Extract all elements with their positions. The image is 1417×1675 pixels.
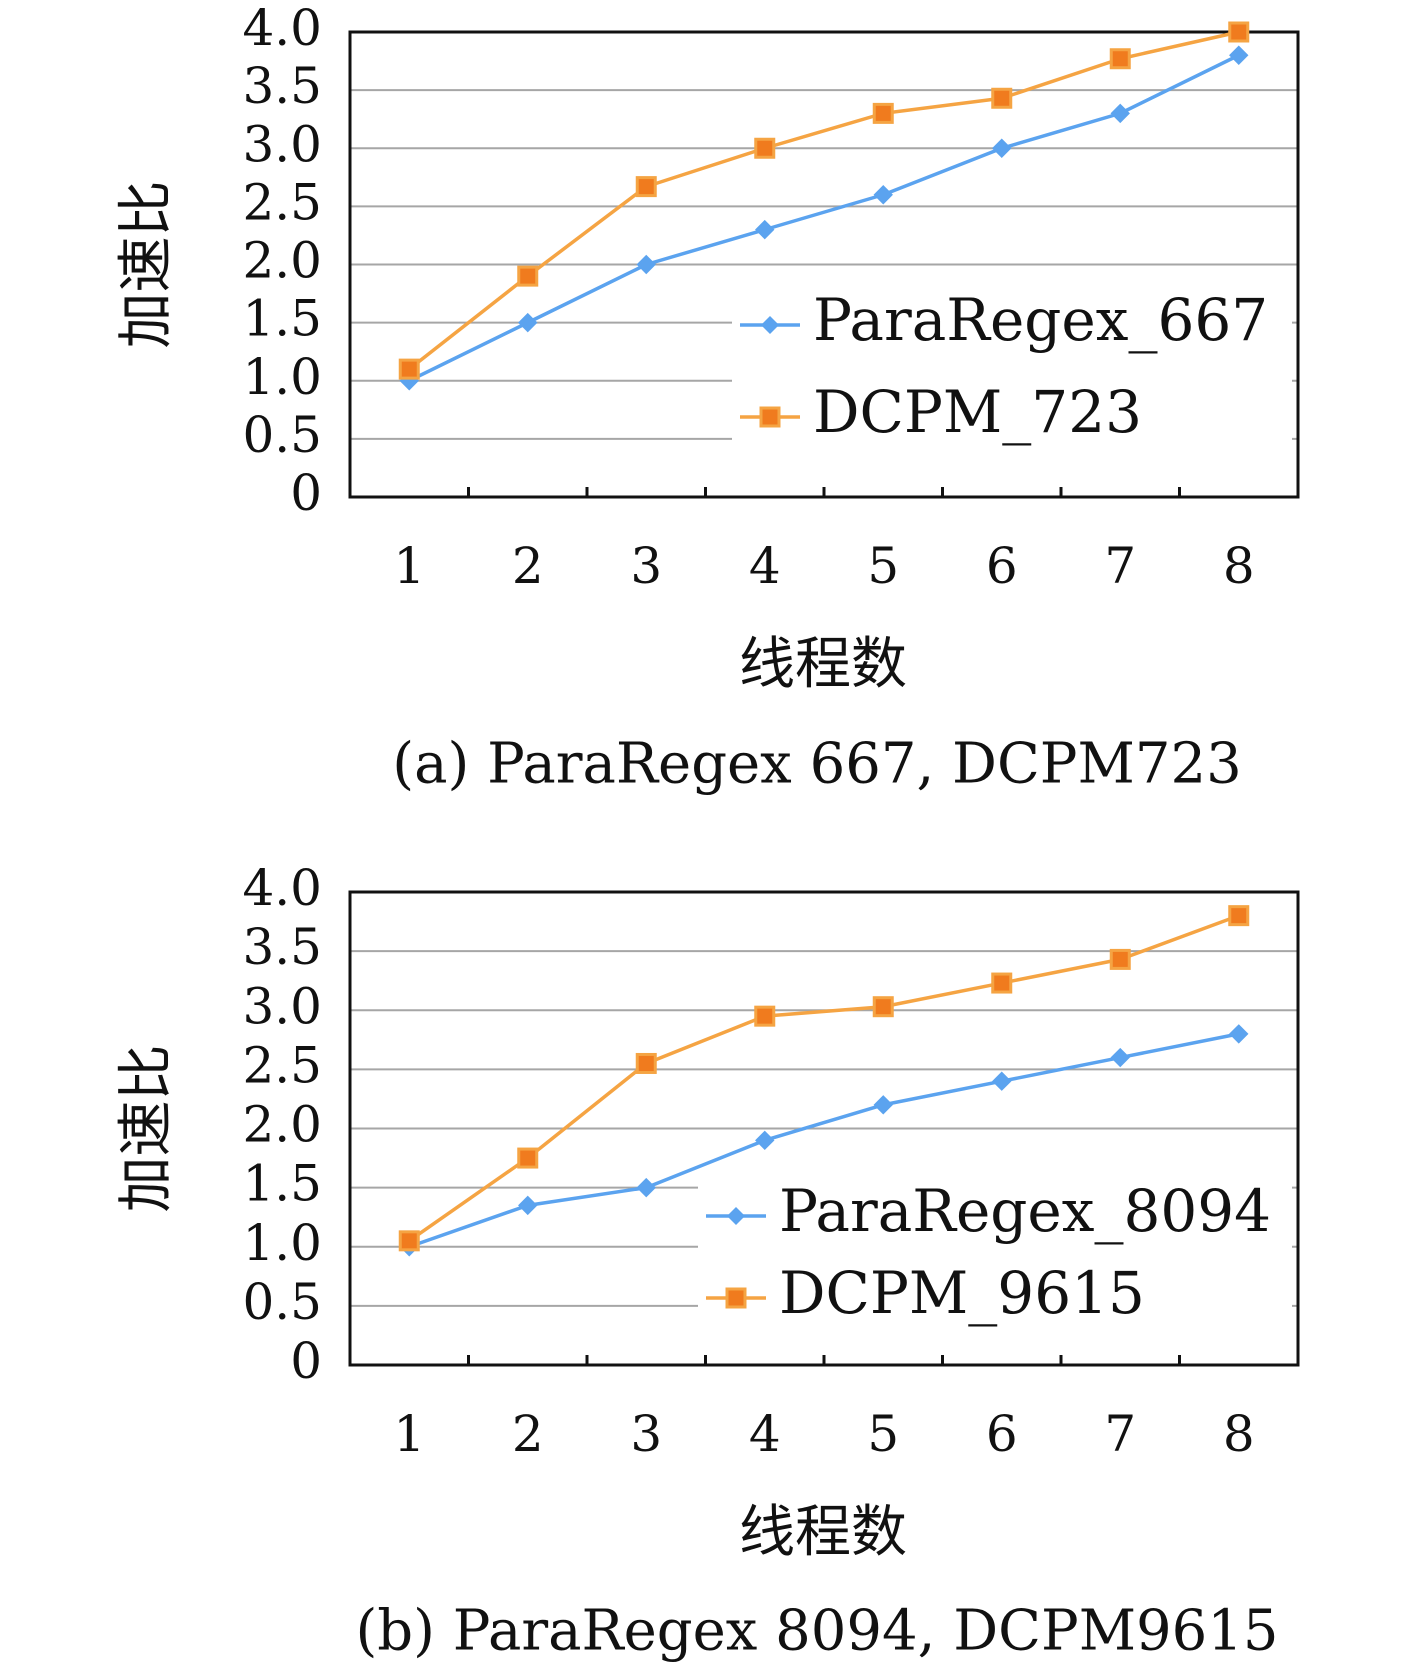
data-point <box>398 358 420 380</box>
y-axis-title: 加速比 <box>114 1045 179 1213</box>
series-line <box>408 1032 1240 1249</box>
y-tick-label: 0 <box>290 464 322 522</box>
y-tick-label: 4.0 <box>242 859 322 917</box>
data-point <box>517 265 539 287</box>
data-point <box>1229 1024 1249 1044</box>
data-point <box>1228 21 1250 43</box>
legend-item: ParaRegex_667 <box>740 286 1268 354</box>
figure-caption: (b) ParaRegex 8094, DCPM9615 <box>355 1599 1278 1664</box>
x-tick-label: 2 <box>512 1405 544 1463</box>
y-tick-label: 0.5 <box>242 1273 322 1331</box>
series-line <box>408 914 1240 1243</box>
data-point <box>1109 48 1131 70</box>
series-line <box>408 30 1240 371</box>
data-point <box>873 1095 893 1115</box>
y-tick-label: 1.0 <box>242 348 322 406</box>
data-point <box>1228 905 1250 927</box>
data-point <box>636 254 656 275</box>
data-point <box>1229 45 1249 65</box>
y-tick-label: 2.0 <box>242 1096 322 1154</box>
y-tick-label: 0.5 <box>242 406 322 464</box>
legend-item: DCPM_723 <box>740 378 1142 446</box>
data-point <box>635 176 657 198</box>
x-tick-label: 8 <box>1223 537 1255 595</box>
y-tick-label: 3.5 <box>242 57 322 115</box>
y-tick-label: 3.0 <box>242 977 322 1035</box>
data-point <box>398 1230 420 1252</box>
chart-b: 00.51.01.52.02.53.03.54.0 1 2 3 4 5 6 7 8 线程数 加速比 P… <box>114 859 1300 1664</box>
data-point <box>1109 948 1131 970</box>
data-point <box>873 185 893 205</box>
x-tick-label: 6 <box>986 537 1018 595</box>
y-tick-label: 3.5 <box>242 918 322 976</box>
legend-item: ParaRegex_8094 <box>706 1177 1271 1245</box>
x-tick-label: 7 <box>1104 537 1136 595</box>
y-tick-label: 1.5 <box>242 290 322 348</box>
legend-swatch-marker <box>725 1287 747 1309</box>
data-point <box>517 1147 539 1169</box>
x-tick-label: 3 <box>630 1405 662 1463</box>
legend-label: ParaRegex_8094 <box>779 1177 1271 1245</box>
y-tick-label: 3.0 <box>242 115 322 173</box>
legend-swatch-marker <box>759 406 781 428</box>
x-tick-label: 3 <box>630 537 662 595</box>
data-point <box>992 1071 1012 1091</box>
legend-swatch-marker <box>761 316 779 334</box>
y-tick-label: 2.0 <box>242 232 322 290</box>
legend-label: DCPM_723 <box>813 378 1142 446</box>
series-DCPM_723 <box>398 21 1250 380</box>
data-point <box>755 219 775 240</box>
y-tick-label: 4.0 <box>242 0 322 57</box>
x-axis-title: 线程数 <box>739 1500 907 1565</box>
x-tick-label: 4 <box>749 537 781 595</box>
y-tick-label: 1.0 <box>242 1214 322 1272</box>
data-point <box>991 972 1013 994</box>
legend-item: DCPM_9615 <box>706 1259 1145 1327</box>
legend-swatch-marker <box>727 1207 745 1225</box>
x-tick-label: 7 <box>1104 1405 1136 1463</box>
y-tick-label: 2.5 <box>242 173 322 231</box>
x-tick-label: 8 <box>1223 1405 1255 1463</box>
x-tick-label: 6 <box>986 1405 1018 1463</box>
figure-caption: (a) ParaRegex 667, DCPM723 <box>392 732 1241 797</box>
x-tick-label: 5 <box>867 1405 899 1463</box>
data-point <box>872 102 894 124</box>
x-axis-title: 线程数 <box>739 632 907 697</box>
data-point <box>635 1052 657 1074</box>
data-point <box>518 1195 538 1216</box>
data-point <box>1110 103 1130 124</box>
series-line <box>408 53 1240 383</box>
data-point <box>992 138 1012 158</box>
y-tick-label: 0 <box>290 1332 322 1390</box>
x-tick-label: 5 <box>867 537 899 595</box>
data-point <box>754 137 776 159</box>
data-point <box>872 996 894 1018</box>
y-axis-title: 加速比 <box>114 181 179 349</box>
legend-background <box>698 1170 1292 1345</box>
y-tick-label: 2.5 <box>242 1036 322 1094</box>
y-tick-label: 1.5 <box>242 1155 322 1213</box>
x-tick-label: 2 <box>512 537 544 595</box>
data-point <box>755 1130 775 1151</box>
legend-label: ParaRegex_667 <box>813 286 1268 354</box>
legend-background <box>732 276 1292 460</box>
x-tick-label: 1 <box>393 1405 425 1463</box>
data-point <box>754 1005 776 1027</box>
data-point <box>518 312 538 333</box>
legend-label: DCPM_9615 <box>779 1259 1145 1327</box>
x-tick-label: 4 <box>749 1405 781 1463</box>
chart-a: 00.51.01.52.02.53.03.54.0 1 2 3 4 5 6 7 8 线程数 加速比 P… <box>114 0 1300 797</box>
series-DCPM_9615 <box>398 905 1250 1252</box>
data-point <box>636 1177 656 1198</box>
x-tick-label: 1 <box>393 537 425 595</box>
data-point <box>1110 1047 1130 1068</box>
data-point <box>991 87 1013 109</box>
